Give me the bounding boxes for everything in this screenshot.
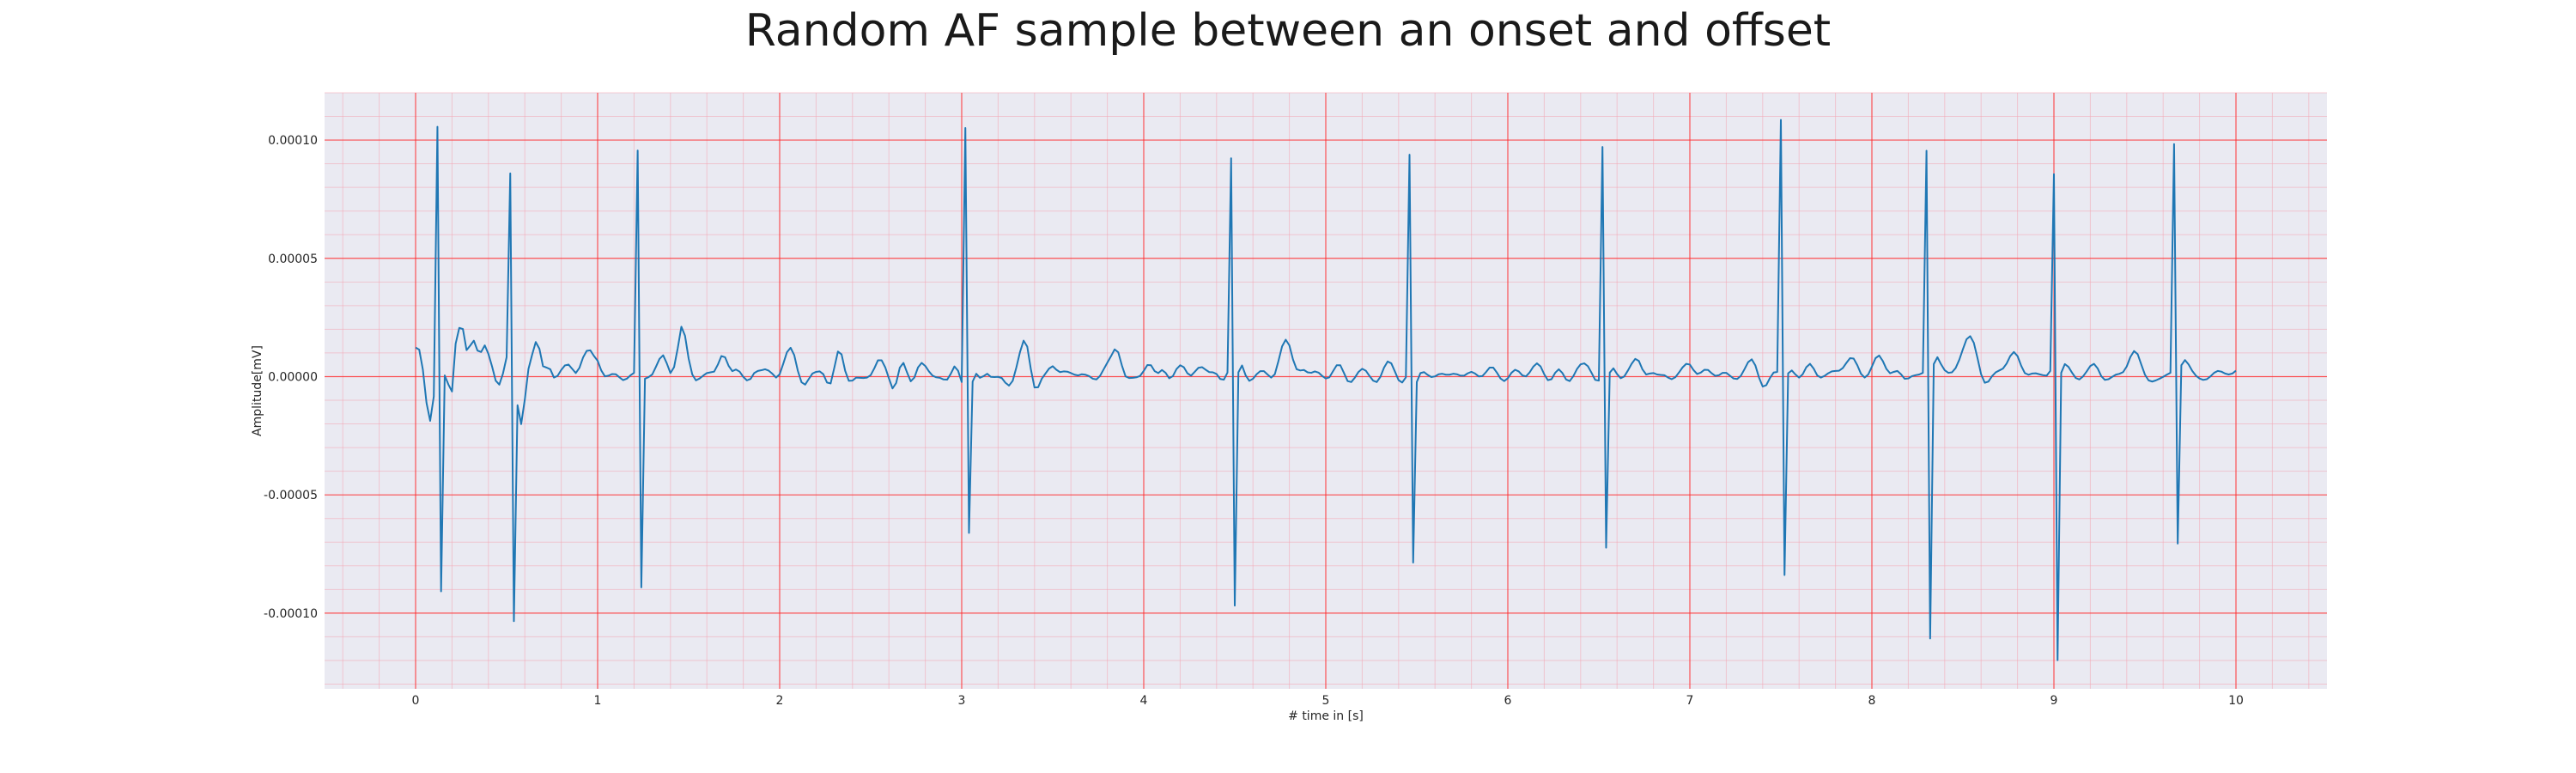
x-tick-label: 0 <box>412 694 420 708</box>
ecg-series-line <box>415 119 2237 661</box>
x-tick-label: 6 <box>1504 694 1512 708</box>
y-axis-ticks: 0.00010 0.00005 0.00000 -0.00005 -0.00010 <box>264 134 318 621</box>
y-tick-label: 0.00005 <box>268 253 318 266</box>
y-axis-label: Amplitude[mV] <box>251 345 264 436</box>
x-axis-label: # time in [s] <box>1288 709 1364 723</box>
x-tick-label: 1 <box>594 694 602 708</box>
x-tick-label: 3 <box>958 694 966 708</box>
x-tick-label: 5 <box>1322 694 1330 708</box>
x-axis-ticks: 0 1 2 3 4 5 6 7 8 9 10 <box>412 694 2244 708</box>
y-tick-label: -0.00005 <box>264 489 318 502</box>
y-tick-label: 0.00010 <box>268 134 318 148</box>
y-tick-label: -0.00010 <box>264 607 318 621</box>
x-tick-label: 10 <box>2228 694 2244 708</box>
x-tick-label: 8 <box>1868 694 1876 708</box>
y-tick-label: 0.00000 <box>268 370 318 384</box>
x-tick-label: 7 <box>1686 694 1694 708</box>
x-tick-label: 9 <box>2050 694 2058 708</box>
major-grid <box>325 93 2327 689</box>
x-tick-label: 2 <box>776 694 784 708</box>
x-tick-label: 4 <box>1140 694 1148 708</box>
chart-title: Random AF sample between an onset and of… <box>744 5 1832 57</box>
